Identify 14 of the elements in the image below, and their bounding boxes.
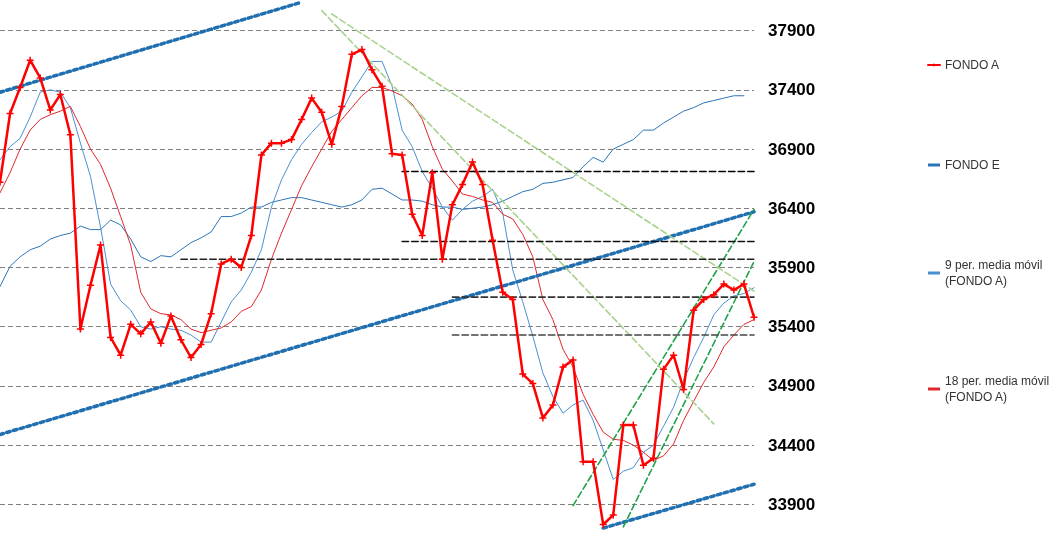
legend-label: FONDO A bbox=[945, 58, 1000, 72]
y-tick-label: 33900 bbox=[768, 494, 816, 514]
y-tick-label: 34900 bbox=[768, 376, 816, 396]
y-tick-label: 35900 bbox=[768, 258, 816, 277]
y-tick-label: 34400 bbox=[768, 435, 816, 455]
y-tick-label: 37400 bbox=[768, 80, 816, 100]
line-series bbox=[0, 95, 745, 287]
y-tick-label: 36400 bbox=[768, 198, 816, 218]
legend-label: FONDO E bbox=[945, 158, 1000, 172]
y-tick-label: 35400 bbox=[768, 317, 816, 337]
y-tick-label: 37900 bbox=[768, 21, 816, 41]
legend-label: 9 per. media móvil (FONDO A) bbox=[945, 258, 1046, 288]
legend-label: 18 per. media móvil (FONDO A) bbox=[945, 374, 1053, 404]
y-tick-label: 36900 bbox=[768, 139, 816, 159]
